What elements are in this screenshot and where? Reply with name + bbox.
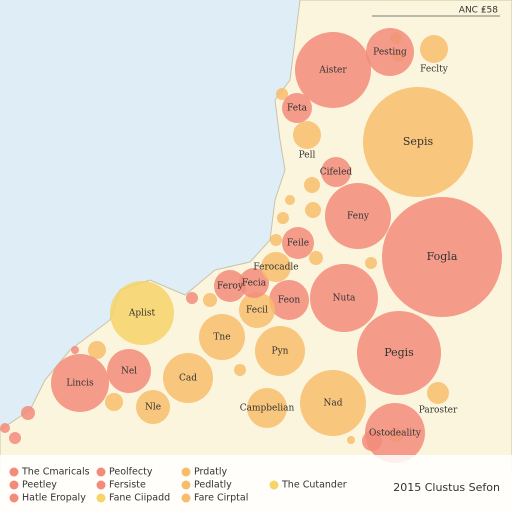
bubble <box>255 326 305 376</box>
legend-label: Peetley <box>22 480 57 491</box>
dot <box>347 436 355 444</box>
bubble <box>325 183 391 249</box>
bubble-label: Fecil <box>246 306 268 316</box>
bubble-label: Nle <box>145 403 161 413</box>
dot <box>186 292 198 304</box>
bubble-label: Feta <box>287 104 308 114</box>
bubble <box>300 370 366 436</box>
bubble-label: Campbelian <box>240 404 295 414</box>
legend-label: Fare Cirptal <box>194 493 248 504</box>
legend-label: The Cmaricals <box>21 467 90 478</box>
bubble <box>310 264 378 332</box>
legend-swatch <box>181 493 191 503</box>
bubble-label: Feclty <box>420 65 449 75</box>
dot <box>304 177 320 193</box>
bubble-label: Pyn <box>272 347 289 357</box>
bubble <box>110 281 174 345</box>
bubble-label: Feile <box>287 239 309 249</box>
bubble-label: Nel <box>121 367 137 377</box>
bubble <box>282 227 314 259</box>
legend-label: Fane Ciipadd <box>109 493 170 504</box>
dot <box>365 257 377 269</box>
bubble <box>214 270 246 302</box>
bubble-label: Nad <box>323 399 342 409</box>
bubble <box>163 353 213 403</box>
bubble-label: Pesting <box>373 48 407 58</box>
dot <box>234 364 246 376</box>
legend-label: Peolfecty <box>109 467 153 478</box>
footer-text: 2015 Clustus Sefon <box>393 481 500 494</box>
bubble-label: Pegis <box>384 346 414 359</box>
bubble-label: Cifeled <box>320 168 353 178</box>
bubble <box>363 87 473 197</box>
legend-label: Hatle Eropaly <box>22 493 86 504</box>
legend-swatch <box>9 467 19 477</box>
bubble <box>365 403 425 463</box>
bubble <box>420 35 448 63</box>
dot <box>270 234 282 246</box>
dot <box>9 432 21 444</box>
bubble-label: Feroy <box>217 282 244 292</box>
bubble-label: Aplist <box>128 309 156 319</box>
bubble <box>199 314 245 360</box>
bubble <box>293 121 321 149</box>
bubble-label: Aister <box>318 66 347 76</box>
dot <box>21 406 35 420</box>
bubble-label: Feon <box>278 296 300 306</box>
bubble-label: Feny <box>347 212 370 222</box>
dot <box>203 293 217 307</box>
bubble-label: Fecia <box>242 279 267 289</box>
bubble-label: Cad <box>179 374 197 384</box>
legend-swatch <box>181 467 191 477</box>
legend-label: Pedlatly <box>194 480 232 491</box>
bubble <box>239 268 269 298</box>
bubble <box>239 292 275 328</box>
legend-panel <box>0 455 512 512</box>
legend-swatch <box>9 493 19 503</box>
dot <box>309 251 323 265</box>
bubble <box>269 280 309 320</box>
bubble <box>295 32 371 108</box>
dot <box>71 346 79 354</box>
bubble-label: Ferocadle <box>253 263 298 273</box>
bubble <box>321 157 351 187</box>
bubble <box>382 197 502 317</box>
bubble-label: Paroster <box>419 406 458 416</box>
bubble-label: Lincis <box>66 379 94 389</box>
dot <box>277 212 289 224</box>
bubble <box>366 28 414 76</box>
bubble <box>282 93 312 123</box>
legend-swatch <box>96 493 106 503</box>
legend-swatch <box>96 480 106 490</box>
dot <box>285 195 295 205</box>
legend-swatch <box>269 480 279 490</box>
corner-text: ANC ₤58 <box>459 6 498 16</box>
legend-swatch <box>9 480 19 490</box>
bubble-label: Sepis <box>403 135 434 148</box>
bubble <box>107 349 151 393</box>
bubble-label: Nuta <box>333 294 356 304</box>
bubble <box>261 252 291 282</box>
dot <box>105 393 123 411</box>
bubble <box>357 311 441 395</box>
legend-label: Prdatly <box>194 467 228 478</box>
bubble-label: Fogla <box>427 250 458 263</box>
legend-swatch <box>96 467 106 477</box>
bubble-label: Tne <box>213 333 230 343</box>
bubble <box>427 382 449 404</box>
dot <box>305 202 321 218</box>
bubble-label: Pell <box>299 151 316 161</box>
dot <box>0 423 10 433</box>
bubble <box>51 354 109 412</box>
bubble <box>136 390 170 424</box>
dot <box>276 88 288 100</box>
dot <box>88 341 106 359</box>
legend-label: Fersiste <box>109 480 146 491</box>
bubble <box>247 388 287 428</box>
legend-label: The Cutander <box>281 480 347 491</box>
legend-swatch <box>181 480 191 490</box>
bubble-label: Ostodeality <box>369 429 422 439</box>
